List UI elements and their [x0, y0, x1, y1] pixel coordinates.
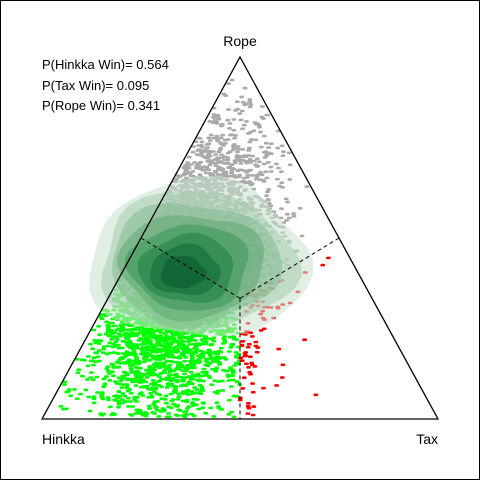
boundary-line-tax-rope [239, 237, 340, 299]
boundary-line-hinkka-rope [140, 237, 241, 299]
vertex-label-hinkka: Hinkka [42, 431, 85, 447]
stat-hinkka-win: P(Hinkka Win)= 0.564 [42, 57, 169, 72]
density-contour [160, 255, 208, 289]
vertex-label-rope: Rope [223, 33, 257, 49]
vertex-label-tax: Tax [416, 431, 438, 447]
boundary-lines [140, 237, 340, 419]
stat-rope-win: P(Rope Win)= 0.341 [42, 98, 160, 113]
ternary-triangle [40, 55, 440, 420]
density-contours [89, 175, 313, 337]
stat-tax-win: P(Tax Win)= 0.095 [42, 78, 149, 93]
